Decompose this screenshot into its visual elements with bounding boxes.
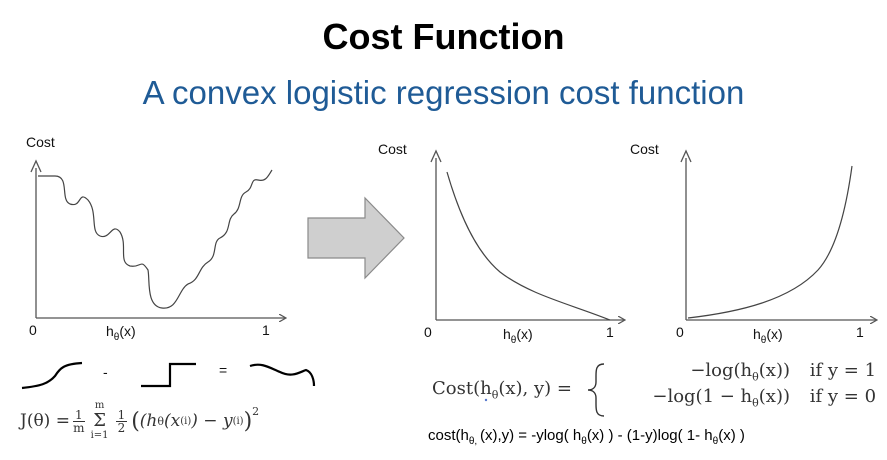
minus-sign: - [103,364,108,380]
cost-formula-text: cost(hθ, (x),y) = -ylog( hθ(x) ) - (1-y)… [428,427,745,447]
j-lhs: J(θ) = [20,411,70,431]
right-plot-axes [680,149,876,320]
equals-sign: = [219,362,228,378]
cost-y1-curve [446,171,611,321]
sigmoid-sketch [21,361,83,390]
transition-arrow [307,196,405,280]
fraction-one-over-m: 1 m [72,407,85,435]
summation: m Σ i=1 [90,400,109,441]
left-plot-x-label: hθ(x) [106,323,136,343]
cost-piecewise-lhs: Cost(hθ(x), y) = [432,378,572,402]
left-plot-x-start: 0 [29,322,37,338]
piecewise-brace [587,363,605,417]
middle-plot-y-label: Cost [378,141,407,157]
j-theta-equation: J(θ) = 1 m m Σ i=1 1 2 ((h θ (x (i)) − y (i)… [20,400,260,441]
slide-subtitle: A convex logistic regression cost functi… [142,74,745,111]
slide-title: Cost Function [322,16,565,57]
left-plot-y-label: Cost [26,134,55,150]
middle-plot-x-start: 0 [424,324,432,340]
middle-plot-x-end: 1 [606,324,614,340]
left-plot-x-end: 1 [262,322,270,338]
cost-case-y1: −log(hθ(x)) if y = 1 [690,360,877,384]
right-plot-x-label: hθ(x) [753,326,783,346]
wavy-sketch [249,363,316,387]
fraction-one-half: 1 2 [115,407,128,435]
cost-y0-curve [687,165,853,319]
non-convex-cost-curve [38,169,273,309]
right-plot-x-start: 0 [676,324,684,340]
left-plot-axes [30,159,285,318]
middle-plot-x-label: hθ(x) [503,326,533,346]
stray-dot [484,398,488,402]
right-plot-y-label: Cost [630,141,659,157]
middle-plot-axes [430,149,624,320]
step-sketch [141,362,196,388]
right-plot-x-end: 1 [856,324,864,340]
cost-case-y0: −log(1 − hθ(x)) if y = 0 [652,386,877,410]
